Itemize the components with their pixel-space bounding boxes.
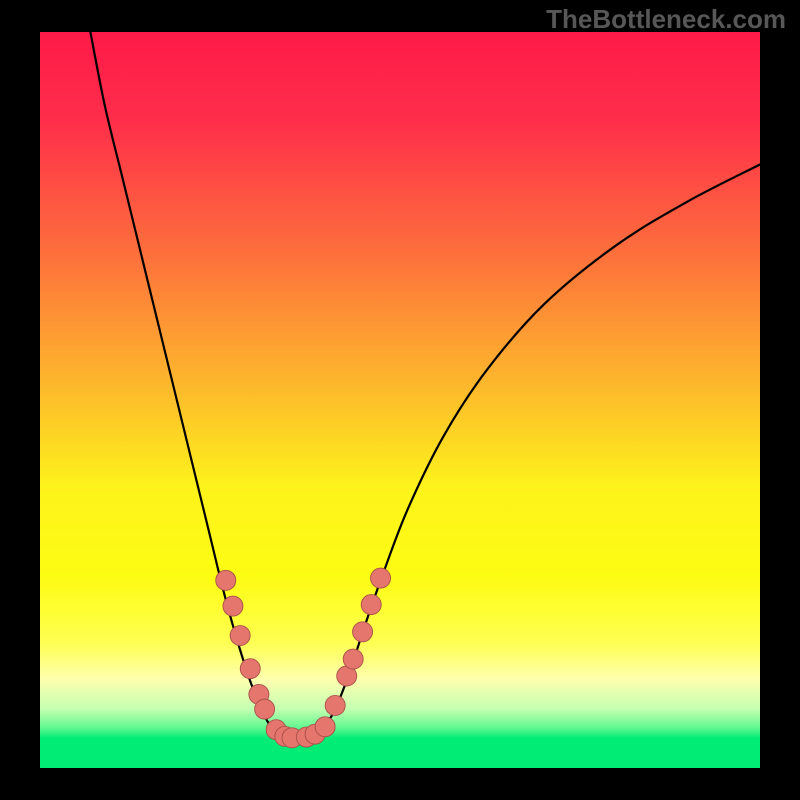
data-marker <box>371 568 391 588</box>
data-marker <box>240 659 260 679</box>
data-marker <box>343 649 363 669</box>
watermark-text: TheBottleneck.com <box>546 4 786 35</box>
chart-container: TheBottleneck.com <box>0 0 800 800</box>
data-marker <box>325 695 345 715</box>
data-marker <box>255 699 275 719</box>
gradient-background <box>40 32 760 768</box>
plot-area <box>40 32 760 768</box>
data-marker <box>361 595 381 615</box>
data-marker <box>353 622 373 642</box>
data-marker <box>216 570 236 590</box>
data-marker <box>223 596 243 616</box>
data-marker <box>315 717 335 737</box>
data-marker <box>230 626 250 646</box>
